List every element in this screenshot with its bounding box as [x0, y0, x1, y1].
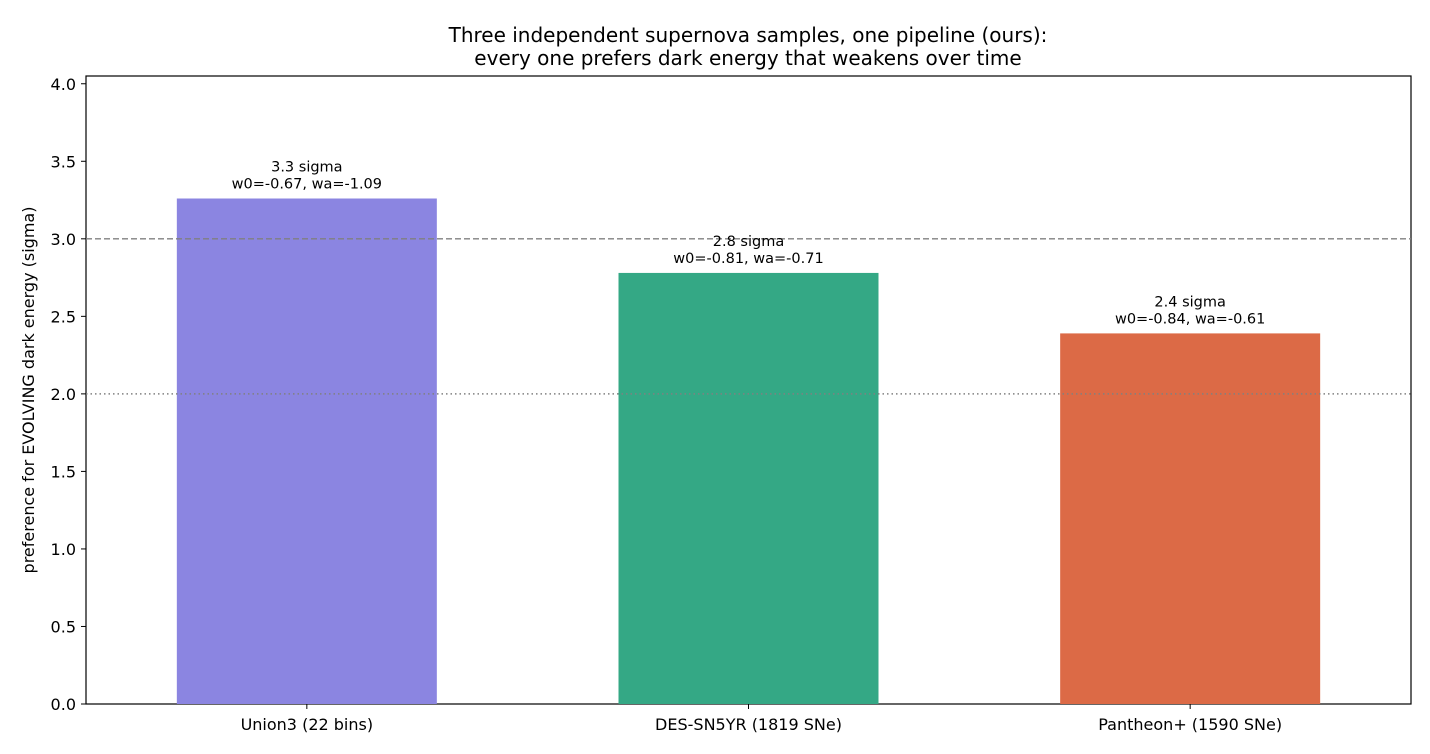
- bar: [1060, 333, 1321, 704]
- y-tick-label: 2.0: [51, 385, 76, 404]
- y-tick-label: 2.5: [51, 307, 76, 326]
- y-tick-label: 1.5: [51, 462, 76, 481]
- bar-annotation: w0=-0.67, wa=-1.09: [232, 176, 382, 192]
- y-tick-label: 3.5: [51, 152, 76, 171]
- bar: [618, 272, 879, 704]
- chart-title-line: Three independent supernova samples, one…: [448, 23, 1048, 47]
- y-tick-label: 0.5: [51, 617, 76, 636]
- x-axis: Union3 (22 bins) DES-SN5YR (1819 SNe) Pant…: [241, 704, 1282, 734]
- chart-title-line: every one prefers dark energy that weake…: [474, 46, 1021, 70]
- x-tick-label: Pantheon+ (1590 SNe): [1098, 715, 1282, 734]
- y-tick-label: 1.0: [51, 540, 76, 559]
- x-tick-label: DES-SN5YR (1819 SNe): [655, 715, 842, 734]
- y-tick-label: 0.0: [51, 695, 76, 714]
- bar-annotation: 3.3 sigma: [271, 159, 342, 175]
- y-axis-label: preference for EVOLVING dark energy (sig…: [19, 207, 38, 574]
- bar-annotation: 2.4 sigma: [1154, 294, 1225, 310]
- reference-lines: [86, 238, 1411, 395]
- bar-annotation: w0=-0.81, wa=-0.71: [673, 251, 823, 267]
- y-axis: 0.0 0.5 1.0 1.5 2.0 2.5 3.0 3.5 4.0: [51, 75, 86, 714]
- bar-annotation: w0=-0.84, wa=-0.61: [1115, 311, 1265, 327]
- y-tick-label: 4.0: [51, 75, 76, 94]
- y-tick-label: 3.0: [51, 230, 76, 249]
- bars: [176, 198, 1321, 704]
- x-tick-label: Union3 (22 bins): [241, 715, 374, 734]
- bar-annotation: 2.8 sigma: [713, 234, 784, 250]
- chart-title: Three independent supernova samples, one…: [448, 23, 1048, 70]
- bar: [176, 198, 437, 704]
